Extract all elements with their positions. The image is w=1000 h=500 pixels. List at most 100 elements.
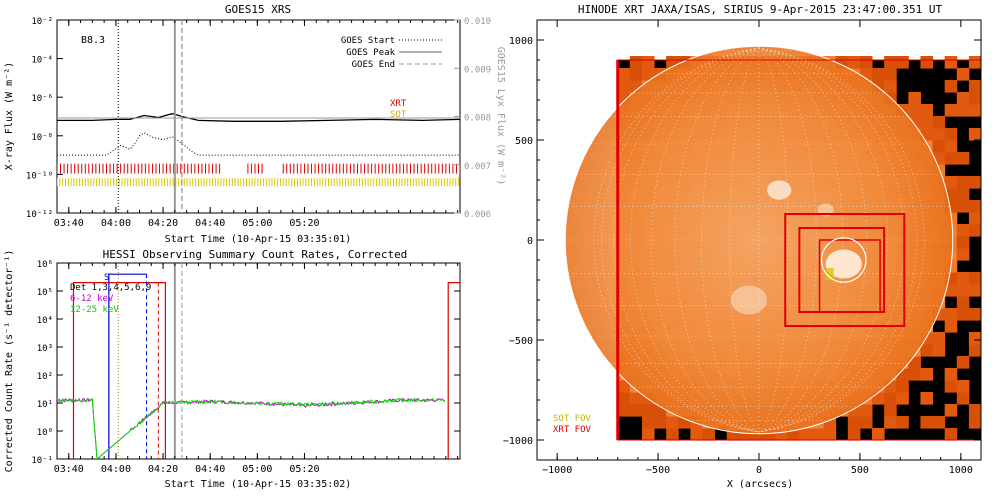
xrt-tile: [956, 152, 970, 165]
xrt-xtick-label: −500: [646, 465, 670, 476]
xrt-tile: [690, 428, 703, 441]
xrt-tile: [956, 356, 970, 369]
goes-ytick-label: 10⁻⁶: [31, 94, 53, 104]
hessi-xtick-label: 05:00: [242, 464, 272, 475]
xrt-xtick-label: 1000: [949, 465, 973, 476]
hessi-ytick-label: 10⁰: [37, 428, 53, 438]
goes-ytick-label: 10⁻¹²: [26, 210, 53, 220]
xrt-tile: [629, 68, 643, 81]
goes-ytick-label: 10⁻¹⁰: [26, 171, 53, 181]
active-region: [730, 285, 768, 315]
xrt-tile: [932, 332, 946, 345]
goes-legend: GOES Start GOES Peak GOES End XRT SOT: [341, 36, 442, 120]
xrt-tile: [968, 224, 981, 237]
xrt-tile: [641, 68, 655, 81]
xrt-tile: [944, 308, 958, 321]
hessi-xlabel: Start Time (10-Apr-15 03:35:02): [165, 479, 352, 490]
goes-ylabel: X-ray Flux (W m⁻²): [4, 62, 15, 170]
xrt-tile: [847, 56, 861, 69]
xrt-tile: [956, 284, 970, 297]
xrt-tile: [956, 68, 970, 81]
xrt-tile: [968, 212, 981, 225]
goes-axes: 03:40 04:00 04:20 04:40 05:00 05:20 10⁻¹² 10⁻¹⁰…: [26, 17, 491, 229]
grid-longitude: [758, 47, 905, 433]
xrt-tile: [617, 80, 631, 93]
xrt-tile: [968, 56, 981, 69]
xrt-tile: [920, 116, 934, 129]
saa-marker-label: S: [104, 273, 109, 283]
xrt-tile: [617, 380, 631, 393]
xrt-tile: [617, 68, 631, 81]
goes-xtick-label: 05:20: [289, 218, 319, 229]
sot-fov-box: [825, 268, 834, 280]
xrt-tile: [641, 428, 655, 441]
xrt-tile: [944, 404, 958, 417]
xrt-tile: [847, 428, 861, 441]
xrt-tile: [944, 368, 958, 381]
attenuator-segment: [72, 282, 167, 459]
hessi-ytick-label: 10⁴: [37, 316, 53, 326]
xrt-panel: HINODE XRT JAXA/ISAS, SIRIUS 9-Apr-2015 …: [503, 3, 982, 490]
xrt-tile: [956, 224, 970, 237]
xrt-fov-box-inner: [818, 239, 881, 313]
xrt-tile: [859, 56, 873, 69]
goes-plot-area: [57, 20, 460, 213]
hessi-xtick-label: 04:40: [195, 464, 225, 475]
goes-xtick-label: 04:40: [195, 218, 225, 229]
active-region: [825, 249, 862, 279]
xrt-tile: [823, 428, 837, 441]
xrt-tile: [968, 92, 981, 105]
xrt-ytick-label: 0: [527, 236, 533, 247]
xrt-tile: [932, 344, 946, 357]
legend-detectors: Det 1,3,4,5,6,9: [70, 283, 151, 293]
xrt-tile: [956, 188, 970, 201]
xrt-tile: [896, 392, 909, 405]
hessi-series-12-25kev: [57, 397, 445, 459]
xrt-tile: [944, 428, 958, 441]
xrt-tile: [908, 104, 921, 117]
xrt-tile: [908, 92, 921, 105]
xrt-tile: [884, 56, 897, 69]
xrt-tile: [920, 392, 934, 405]
xrt-tile: [932, 128, 946, 141]
xrt-tile: [617, 392, 631, 405]
xrt-tile: [702, 428, 716, 441]
hessi-panel: HESSI Observing Summary Count Rates, Cor…: [4, 248, 461, 490]
xrt-tile: [968, 176, 981, 189]
grid-longitude: [593, 47, 760, 433]
xrt-tile: [872, 428, 885, 441]
goes-ytick-label: 10⁻²: [31, 17, 53, 27]
xrt-tile: [944, 152, 958, 165]
goes-title: GOES15 XRS: [225, 3, 291, 16]
xrt-tile: [896, 416, 909, 429]
xrt-tile: [920, 368, 934, 381]
legend-goes-start: GOES Start: [341, 36, 395, 46]
xrt-tile: [629, 392, 643, 405]
goes-y2tick-label: 0.010: [464, 17, 491, 27]
xrt-tile: [968, 308, 981, 321]
xrt-tile: [920, 56, 934, 69]
xrt-tile: [884, 416, 897, 429]
grid-longitude: [729, 47, 760, 433]
solar-limb: [564, 45, 954, 435]
xrt-solar-image: [564, 45, 981, 441]
xrt-tile: [932, 416, 946, 429]
xrt-tile: [859, 416, 873, 429]
goes-y2tick-label: 0.008: [464, 114, 491, 124]
xrt-tile: [884, 80, 897, 93]
xrt-xlabel: X (arcsecs): [727, 479, 793, 490]
goes-y2tick-label: 0.007: [464, 162, 491, 172]
attenuator-segment: [447, 282, 460, 459]
xrt-tile: [847, 416, 861, 429]
hessi-plot-area: [57, 263, 460, 459]
xrt-fov-box: [784, 213, 906, 327]
goes-ytick-label: 10⁻⁴: [31, 56, 53, 66]
xrt-tile: [956, 308, 970, 321]
xrt-ytick-label: −500: [509, 336, 533, 347]
hessi-ytick-label: 10⁻¹: [31, 456, 53, 466]
hessi-axes: 03:40 04:00 04:20 04:40 05:00 05:20 10⁻¹ 10⁰ 10¹…: [31, 260, 460, 475]
xrt-tile: [956, 380, 970, 393]
grid-longitude: [613, 47, 760, 433]
grid-longitude: [701, 47, 760, 433]
hessi-ytick-label: 10¹: [37, 400, 53, 410]
